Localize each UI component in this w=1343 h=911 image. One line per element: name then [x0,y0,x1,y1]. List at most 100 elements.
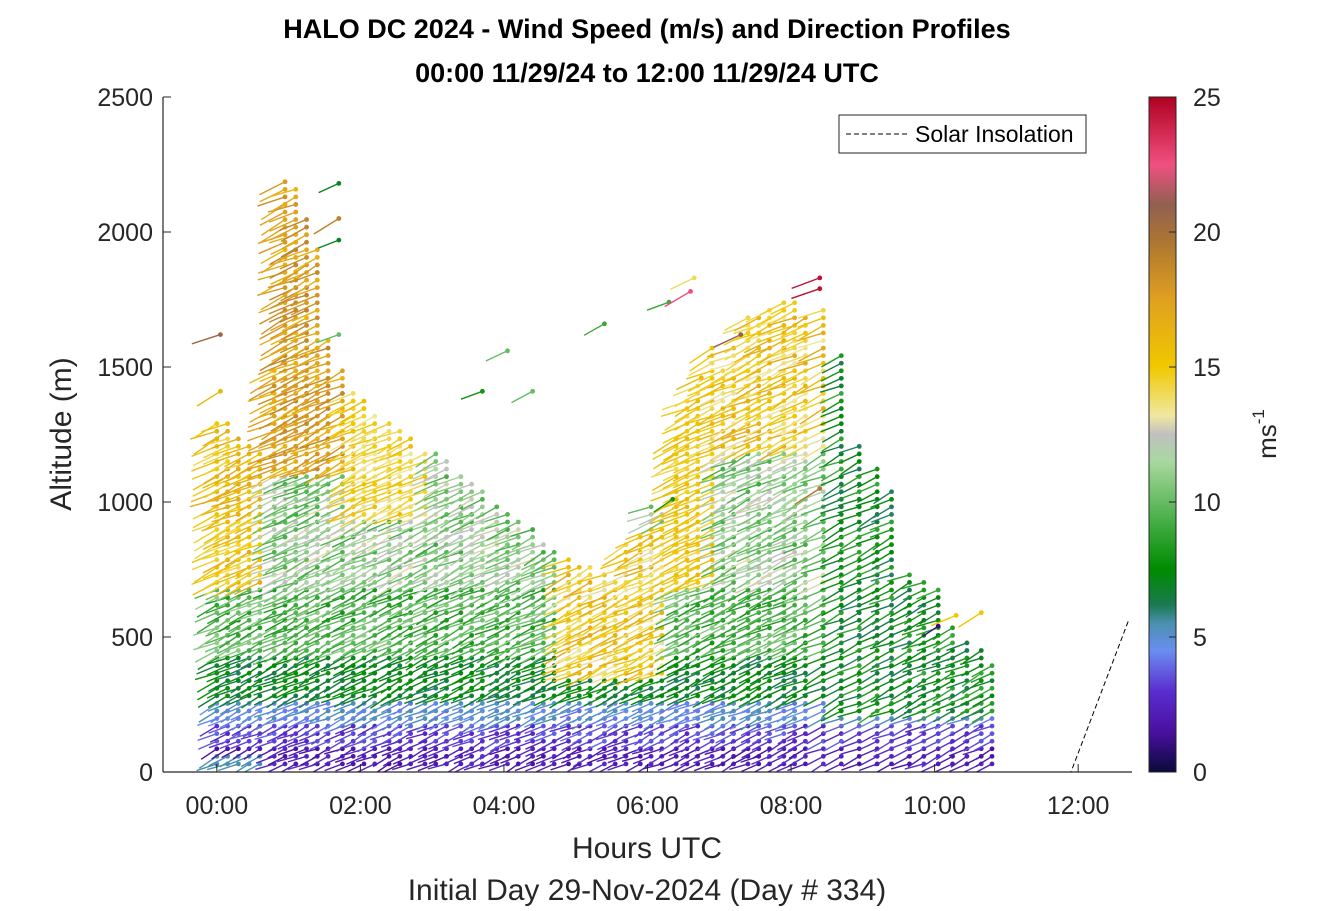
wind-barb [377,580,403,597]
wind-barb [298,746,320,755]
wind-barb [515,753,536,767]
wind-barb [458,564,485,578]
wind-barb [366,542,392,555]
wind-barb [218,632,241,649]
wind-barb [220,708,241,724]
wind-barb [561,753,582,764]
wind-barb [564,663,593,679]
wind-barb [377,436,403,455]
wind-barb [259,209,288,227]
wind-barb [331,640,356,654]
wind-barb [415,632,439,648]
x-axis-sublabel: Initial Day 29-Nov-2024 (Day # 334) [408,874,887,907]
wind-barb [348,504,378,517]
wind-barb [239,625,263,641]
wind-barb [315,375,345,387]
wind-barb [310,753,331,767]
wind-barb [439,670,464,682]
wind-barb [408,746,428,760]
wind-barb [307,655,331,667]
wind-barb [251,632,277,646]
wind-barb [318,648,345,659]
wind-barb [446,527,475,537]
wind-barb [423,466,449,482]
wind-barb [259,186,288,203]
wind-barb [495,549,521,562]
wind-barb [282,277,309,297]
wind-barb [583,321,607,336]
wind-barb [412,595,439,607]
wind-barb [251,542,277,555]
wind-barb [375,474,403,488]
wind-barb [297,663,320,677]
wind-barb [324,731,345,742]
wind-barb [267,761,288,772]
wind-barb [596,678,618,695]
y-tick-label: 2000 [97,219,153,247]
colorbar-label: ms-1 [1249,409,1282,459]
wind-barb [400,557,428,569]
wind-barb [203,428,231,447]
wind-barb [241,716,263,730]
y-tick-label: 2500 [97,84,153,112]
wind-barb [274,678,299,690]
wind-barb [520,580,546,596]
wind-barb [556,617,582,636]
wind-barb [567,595,593,613]
wind-barb [404,693,428,705]
wind-barb [280,323,309,341]
wind-barb [485,348,510,362]
wind-barb [197,731,220,742]
wind-barb [328,398,356,415]
wind-barb [320,587,345,602]
wind-barb [363,481,392,493]
wind-barb [281,315,309,332]
wind-barb [572,708,593,723]
wind-barb [452,731,475,741]
wind-barb [372,753,392,768]
wind-barb [670,731,690,746]
wind-barb [386,519,414,532]
wind-barb [217,678,241,689]
colorbar-tick-label: 20 [1193,219,1221,247]
wind-barb [277,738,299,750]
wind-barb [595,685,618,700]
wind-barb [498,648,521,665]
wind-barb [687,474,715,489]
wind-barb [661,512,690,525]
wind-barb [392,723,414,737]
wind-barb [292,451,320,471]
wind-barb [219,701,241,715]
wind-barb [267,753,288,766]
wind-barb [356,746,378,758]
wind-barb [215,648,241,661]
wind-barb [269,459,299,474]
wind-barb [485,549,510,564]
wind-barb [428,723,449,736]
wind-barb [461,648,485,664]
wind-barb [375,527,403,537]
wind-barb [270,368,299,385]
wind-barb [320,474,345,487]
wind-barb [486,625,510,639]
wind-barb [280,239,309,258]
wind-barb [901,580,927,590]
wind-barb [520,640,546,651]
wind-barb [414,670,439,680]
wind-barb [249,375,277,395]
wind-barb [309,708,331,723]
wind-barb [344,587,367,604]
wind-barb [240,663,263,679]
wind-barb [687,459,715,474]
wind-barb [267,746,288,759]
wind-barb [224,557,252,571]
wind-barb [341,610,367,620]
wind-barb [487,580,510,597]
wind-barb [343,678,367,691]
wind-barb [439,519,464,534]
wind-barb [318,181,342,194]
wind-barb [403,625,428,638]
wind-barb [667,701,690,711]
wind-barb [297,595,320,611]
wind-barb [415,451,439,468]
